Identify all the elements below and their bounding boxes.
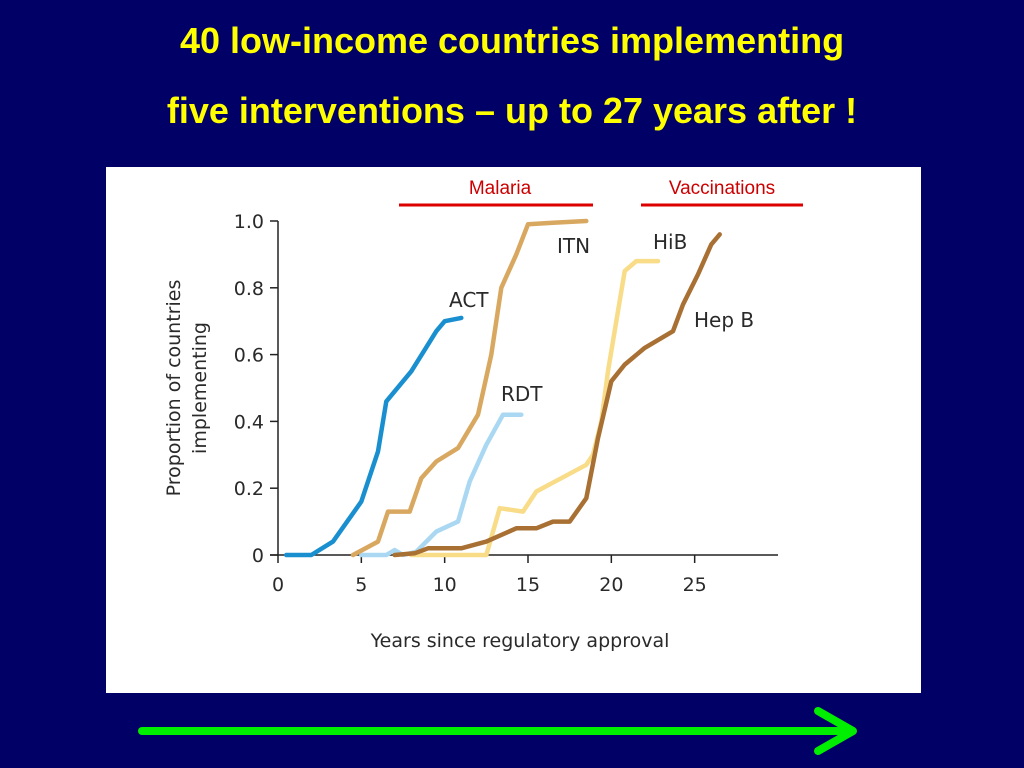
y-tick-label: 1.0	[234, 211, 264, 233]
y-tick-label: 0.8	[234, 278, 264, 300]
series-label-act: ACT	[449, 288, 489, 312]
series-line-rdt	[359, 412, 524, 558]
y-tick-label: 0.4	[234, 411, 264, 433]
series-line-act	[284, 315, 464, 558]
x-tick-label: 20	[599, 574, 623, 596]
series-line-hep-b	[392, 232, 722, 558]
series-line-itn	[350, 218, 589, 558]
y-axis-title-line-2: implementing	[189, 322, 211, 454]
y-axis-title: Proportion of countries implementing	[163, 280, 211, 497]
y-tick-label: 0	[252, 545, 264, 567]
series-lines	[284, 218, 722, 558]
series-label-itn: ITN	[557, 234, 590, 258]
y-tick-label: 0.6	[234, 345, 264, 367]
slide-title-line-2: five interventions – up to 27 years afte…	[166, 90, 858, 131]
x-axis-title: Years since regulatory approval	[370, 630, 670, 652]
series-label-hib: HiB	[653, 230, 687, 254]
y-tick-label: 0.2	[234, 478, 264, 500]
group-label-malaria: Malaria	[469, 178, 532, 199]
group-label-vaccinations: Vaccinations	[669, 178, 775, 199]
x-tick-label: 0	[272, 574, 284, 596]
series-labels: ACT ITN RDT HiB Hep B	[449, 230, 754, 406]
y-axis-title-line-1: Proportion of countries	[163, 280, 185, 497]
series-line-hib	[409, 258, 661, 558]
slide-title-line-1: 40 low-income countries implementing	[179, 20, 845, 61]
series-label-rdt: RDT	[501, 382, 543, 406]
chart-panel: Malaria Vaccinations 0 0.2 0.4 0.6 0.8 1.0 0 5 1…	[106, 167, 921, 693]
x-tick-label: 15	[516, 574, 540, 596]
axes: 0 0.2 0.4 0.6 0.8 1.0 0 5 10 15 20 25 Years since re…	[163, 211, 778, 652]
x-tick-label: 5	[355, 574, 367, 596]
arrow-head	[814, 707, 857, 755]
series-label-hep-b: Hep B	[694, 308, 754, 332]
group-labels: Malaria Vaccinations	[399, 178, 803, 207]
x-tick-label: 25	[683, 574, 707, 596]
line-chart: Malaria Vaccinations 0 0.2 0.4 0.6 0.8 1.0 0 5 1…	[163, 178, 803, 652]
x-tick-label: 10	[433, 574, 457, 596]
